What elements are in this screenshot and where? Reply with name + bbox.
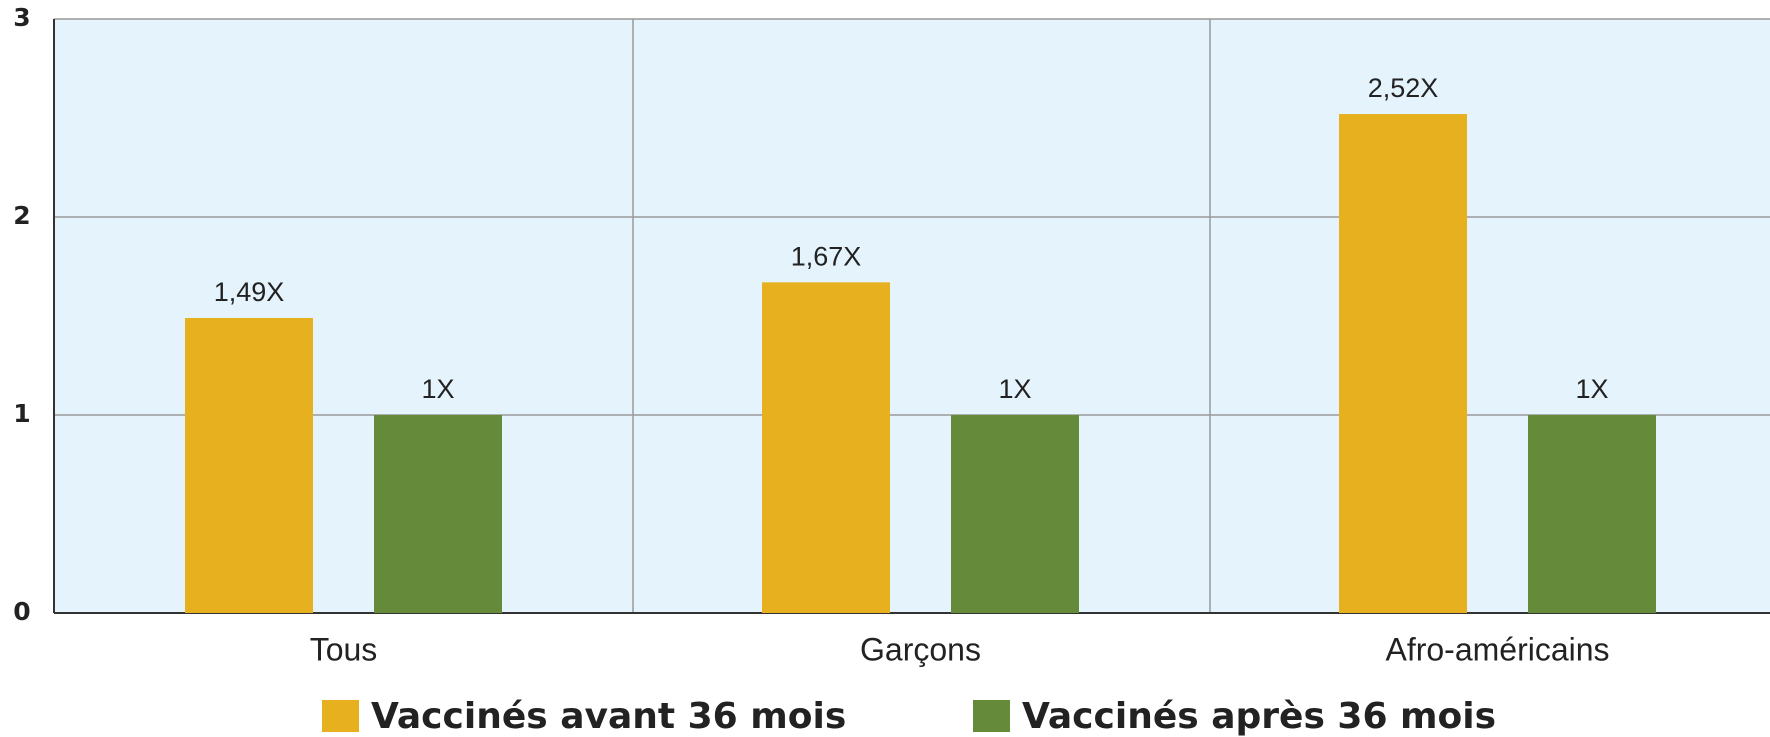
value-label: 1X [998, 374, 1031, 404]
value-label: 1X [421, 374, 454, 404]
legend-label: Vaccinés avant 36 mois [371, 696, 846, 737]
legend-label: Vaccinés après 36 mois [1022, 696, 1496, 737]
legend-swatch [973, 700, 1010, 732]
y-tick-label: 0 [13, 597, 30, 626]
value-label: 2,52X [1368, 73, 1439, 103]
bar [1339, 114, 1467, 613]
legend-swatch [322, 700, 359, 732]
bar [762, 282, 890, 613]
x-tick-label: Garçons [860, 631, 981, 667]
value-label: 1,49X [214, 277, 285, 307]
value-label: 1X [1575, 374, 1608, 404]
plot-background [54, 19, 1770, 613]
bar [951, 415, 1079, 613]
bar [374, 415, 502, 613]
value-label: 1,67X [791, 241, 862, 271]
x-tick-label: Tous [310, 631, 378, 667]
bar [1528, 415, 1656, 613]
y-tick-label: 1 [13, 399, 30, 428]
x-tick-label: Afro-américains [1385, 631, 1609, 667]
y-tick-label: 3 [13, 3, 30, 32]
y-tick-label: 2 [13, 201, 30, 230]
bar [185, 317, 313, 613]
